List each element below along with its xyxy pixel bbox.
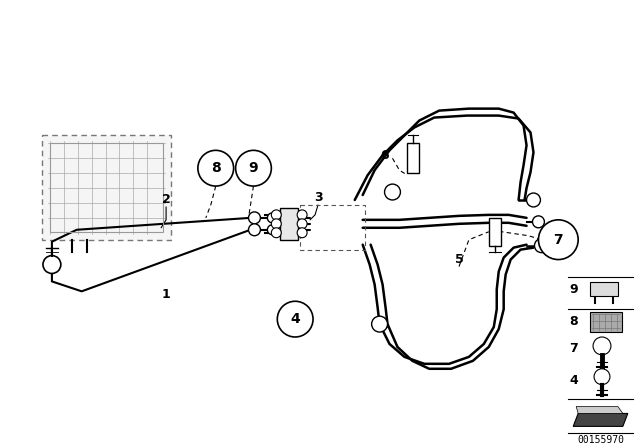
Text: 7: 7 — [554, 233, 563, 247]
Circle shape — [385, 184, 401, 200]
Text: 7: 7 — [569, 342, 578, 355]
Circle shape — [198, 151, 234, 186]
Circle shape — [532, 216, 545, 228]
Circle shape — [534, 239, 548, 253]
Text: 4: 4 — [291, 312, 300, 326]
Polygon shape — [576, 406, 623, 414]
FancyBboxPatch shape — [408, 143, 419, 173]
Text: 8: 8 — [211, 161, 221, 175]
Text: 8: 8 — [569, 314, 578, 327]
FancyBboxPatch shape — [590, 312, 622, 332]
Text: 9: 9 — [249, 161, 259, 175]
Text: 3: 3 — [314, 191, 323, 204]
Circle shape — [268, 225, 277, 235]
Circle shape — [271, 228, 281, 238]
Circle shape — [527, 193, 540, 207]
Text: 4: 4 — [569, 374, 578, 387]
FancyBboxPatch shape — [280, 208, 298, 240]
Circle shape — [268, 213, 277, 223]
Text: 9: 9 — [569, 283, 578, 296]
Circle shape — [236, 151, 271, 186]
Circle shape — [372, 316, 388, 332]
Circle shape — [271, 219, 281, 229]
Circle shape — [271, 210, 281, 220]
FancyBboxPatch shape — [42, 135, 171, 240]
Text: 1: 1 — [162, 288, 170, 301]
Text: 00155970: 00155970 — [577, 435, 625, 445]
Text: 2: 2 — [162, 194, 170, 207]
Circle shape — [593, 337, 611, 355]
Circle shape — [538, 220, 578, 259]
FancyBboxPatch shape — [590, 282, 618, 296]
Text: 6: 6 — [380, 149, 389, 162]
Polygon shape — [573, 414, 628, 426]
Circle shape — [297, 210, 307, 220]
Circle shape — [594, 369, 610, 385]
FancyBboxPatch shape — [489, 218, 500, 246]
Text: 5: 5 — [454, 253, 463, 266]
Circle shape — [248, 224, 260, 236]
Circle shape — [248, 212, 260, 224]
Circle shape — [277, 301, 313, 337]
Circle shape — [297, 219, 307, 229]
Circle shape — [297, 228, 307, 238]
Circle shape — [43, 256, 61, 273]
